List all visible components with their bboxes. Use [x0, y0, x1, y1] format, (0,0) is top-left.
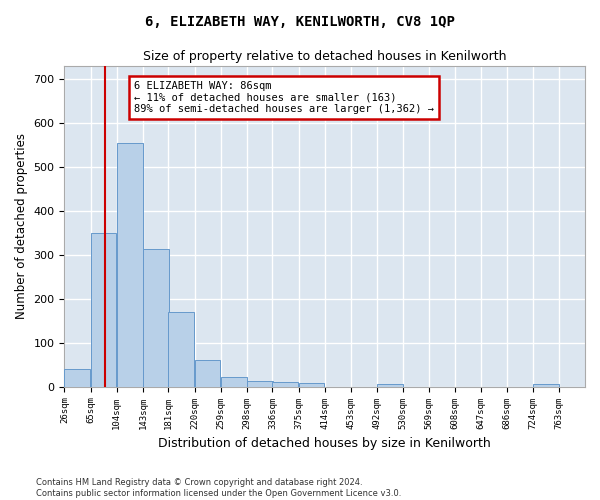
Bar	[272, 382, 298, 386]
Bar	[143, 250, 169, 386]
Bar	[91, 232, 116, 386]
Bar	[377, 384, 403, 386]
Bar	[221, 377, 247, 386]
Bar	[299, 383, 325, 386]
Bar	[169, 312, 194, 386]
Text: 6 ELIZABETH WAY: 86sqm
← 11% of detached houses are smaller (163)
89% of semi-de: 6 ELIZABETH WAY: 86sqm ← 11% of detached…	[134, 81, 434, 114]
Text: Contains HM Land Registry data © Crown copyright and database right 2024.
Contai: Contains HM Land Registry data © Crown c…	[36, 478, 401, 498]
Bar	[533, 384, 559, 386]
Title: Size of property relative to detached houses in Kenilworth: Size of property relative to detached ho…	[143, 50, 506, 63]
X-axis label: Distribution of detached houses by size in Kenilworth: Distribution of detached houses by size …	[158, 437, 491, 450]
Bar	[64, 369, 90, 386]
Bar	[194, 360, 220, 386]
Bar	[117, 142, 143, 386]
Text: 6, ELIZABETH WAY, KENILWORTH, CV8 1QP: 6, ELIZABETH WAY, KENILWORTH, CV8 1QP	[145, 15, 455, 29]
Y-axis label: Number of detached properties: Number of detached properties	[15, 133, 28, 319]
Bar	[247, 382, 273, 386]
